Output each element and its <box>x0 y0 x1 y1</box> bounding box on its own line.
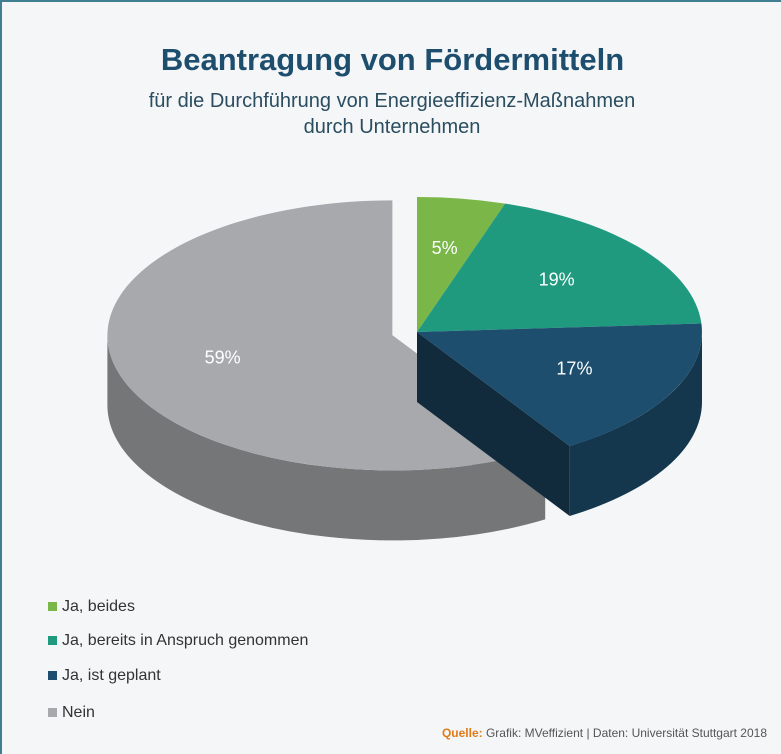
source-text: Grafik: MVeffizient | Daten: Universität… <box>485 726 767 740</box>
slice-wall <box>107 335 546 541</box>
legend-label: Nein <box>62 704 95 721</box>
slice <box>417 323 702 446</box>
legend-swatch <box>48 708 57 717</box>
legend-label: Ja, bereits in Anspruch genommen <box>62 632 308 649</box>
legend-label: Ja, ist geplant <box>62 667 161 684</box>
source: Quelle: Grafik: MVeffizient | Daten: Uni… <box>442 726 767 740</box>
legend-swatch <box>48 636 57 645</box>
legend-swatch <box>48 671 57 680</box>
slice-side <box>417 332 570 516</box>
data-label: 5% <box>432 238 458 258</box>
chart-title: Beantragung von Fördermitteln <box>160 42 625 77</box>
data-label: 59% <box>205 347 241 367</box>
source-label: Quelle: <box>441 726 483 740</box>
data-label: 19% <box>539 269 575 289</box>
legend-swatch <box>48 602 57 611</box>
chart-subtitle: für die Durchführung von Energieeffizien… <box>148 90 636 138</box>
legend-label: Ja, beides <box>62 598 135 615</box>
slice <box>417 197 506 332</box>
slice <box>417 203 702 332</box>
data-label: 17% <box>556 359 592 379</box>
slice-wall <box>569 332 702 516</box>
